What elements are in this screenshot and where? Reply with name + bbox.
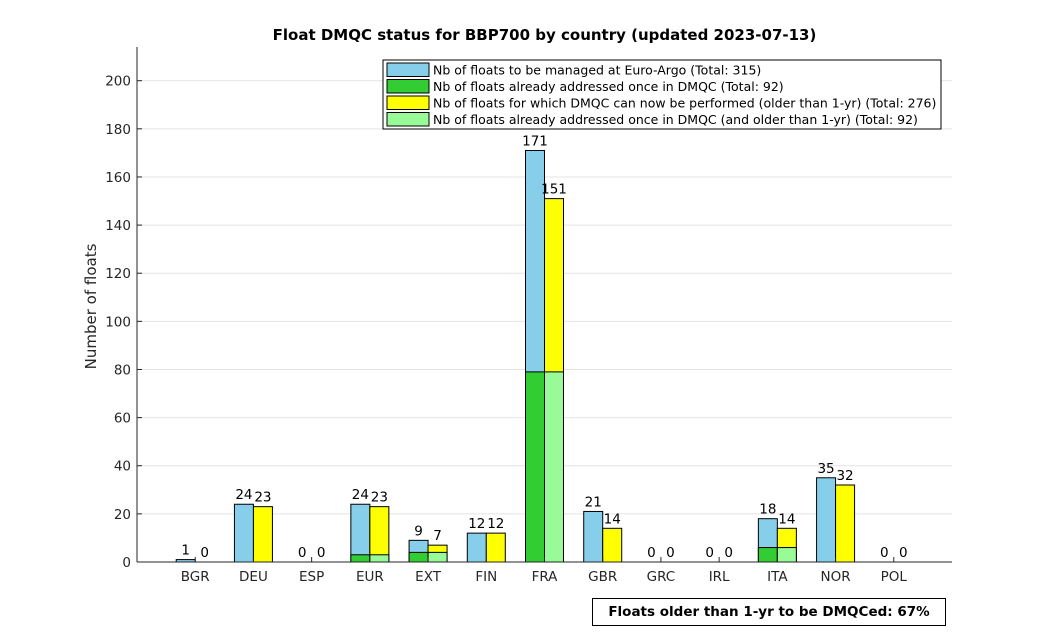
data-label-dmqc-possible: 0	[200, 545, 209, 561]
y-tick-label: 180	[105, 122, 131, 138]
bar-dmqc-possible	[252, 506, 273, 563]
y-tick-label: 0	[122, 555, 131, 571]
data-label-managed: 171	[522, 133, 548, 149]
legend-swatch	[386, 62, 430, 77]
y-tick-label: 200	[105, 74, 131, 90]
x-tick-label: EUR	[356, 569, 384, 585]
bar-addressed-older	[544, 371, 564, 563]
data-label-dmqc-possible: 7	[433, 528, 442, 544]
bar-addressed	[350, 554, 371, 563]
bar-managed	[233, 503, 254, 563]
bar-managed	[350, 503, 371, 563]
x-tick-label: ESP	[299, 569, 324, 585]
legend-swatch	[386, 95, 430, 110]
data-label-dmqc-possible: 0	[899, 545, 908, 561]
chart-title: Float DMQC status for BBP700 by country …	[273, 26, 817, 44]
bar-dmqc-possible	[835, 484, 856, 563]
y-axis-label: Number of floats	[82, 243, 100, 369]
legend-label: Nb of floats already addressed once in D…	[433, 79, 784, 94]
x-tick-label: NOR	[821, 569, 851, 585]
x-tick-label: DEU	[239, 569, 268, 585]
x-tick-label: EXT	[415, 569, 442, 585]
data-label-dmqc-possible: 23	[371, 490, 388, 506]
bar-addressed-older	[369, 554, 390, 563]
legend-swatch	[386, 79, 430, 94]
data-label-managed: 0	[880, 545, 889, 561]
data-label-managed: 12	[468, 516, 485, 532]
data-label-managed: 24	[352, 487, 369, 503]
data-label-dmqc-possible: 32	[836, 468, 853, 484]
bar-managed	[816, 477, 837, 563]
x-tick-label: POL	[881, 569, 908, 585]
bar-managed	[466, 532, 487, 563]
y-tick-label: 60	[114, 411, 131, 427]
data-label-dmqc-possible: 14	[778, 511, 795, 527]
data-label-dmqc-possible: 0	[317, 545, 326, 561]
data-label-managed: 24	[235, 487, 252, 503]
data-label-managed: 9	[414, 523, 423, 539]
y-tick-label: 120	[105, 266, 131, 282]
data-label-managed: 0	[647, 545, 656, 561]
x-tick-label: FIN	[475, 569, 497, 585]
x-tick-label: BGR	[181, 569, 210, 585]
y-tick-label: 140	[105, 218, 131, 234]
data-label-managed: 0	[298, 545, 307, 561]
data-label-managed: 1	[181, 543, 190, 559]
data-label-dmqc-possible: 151	[541, 182, 567, 198]
bar-addressed	[757, 547, 778, 563]
x-tick-label: IRL	[709, 569, 730, 585]
legend-label: Nb of floats for which DMQC can now be p…	[433, 96, 936, 111]
bar-addressed	[408, 551, 429, 563]
data-label-dmqc-possible: 0	[724, 545, 733, 561]
y-tick-label: 160	[105, 170, 131, 186]
legend-swatch	[386, 112, 430, 127]
bar-addressed	[525, 371, 545, 563]
data-label-dmqc-possible: 23	[254, 490, 271, 506]
bar-managed	[583, 510, 604, 563]
y-tick-label: 100	[105, 314, 131, 330]
bar-dmqc-possible	[369, 506, 390, 563]
legend-label: Nb of floats to be managed at Euro-Argo …	[433, 63, 761, 78]
data-label-dmqc-possible: 14	[604, 511, 621, 527]
data-label-managed: 21	[585, 494, 602, 510]
x-tick-label: FRA	[532, 569, 559, 585]
bar-addressed-older	[427, 551, 448, 563]
x-tick-label: GRC	[647, 569, 676, 585]
data-label-dmqc-possible: 0	[666, 545, 675, 561]
y-tick-label: 40	[114, 459, 131, 475]
legend-label: Nb of floats already addressed once in D…	[433, 112, 918, 127]
data-label-managed: 18	[759, 502, 776, 518]
data-label-managed: 35	[817, 461, 834, 477]
x-tick-label: ITA	[767, 569, 788, 585]
data-label-managed: 0	[705, 545, 714, 561]
data-label-dmqc-possible: 12	[487, 516, 504, 532]
y-tick-label: 20	[114, 507, 131, 523]
y-tick-label: 80	[114, 362, 131, 378]
dmqc-percentage-annotation: Floats older than 1-yr to be DMQCed: 67%	[592, 598, 946, 626]
x-tick-label: GBR	[588, 569, 617, 585]
bar-addressed-older	[776, 547, 797, 563]
bar-dmqc-possible	[602, 527, 623, 563]
legend-box	[382, 59, 942, 130]
bar-dmqc-possible	[485, 532, 506, 563]
